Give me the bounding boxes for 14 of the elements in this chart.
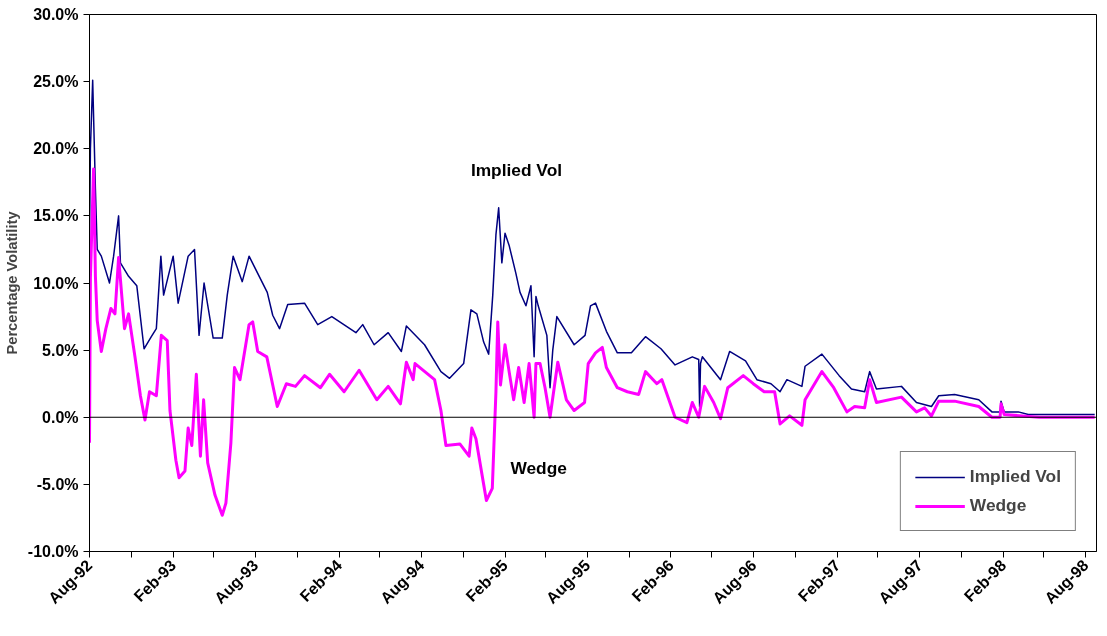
y-tick-label: 10.0% bbox=[33, 274, 79, 292]
y-tick-label: 15.0% bbox=[33, 207, 79, 225]
y-tick-label: -10.0% bbox=[27, 543, 79, 560]
y-tick-label: 0.0% bbox=[42, 408, 79, 426]
y-tick-label: 25.0% bbox=[33, 73, 79, 91]
legend-label: Implied Vol bbox=[969, 466, 1061, 487]
y-tick-label: -5.0% bbox=[36, 475, 79, 493]
legend-label: Wedge bbox=[969, 495, 1027, 516]
y-axis-title: Percentage Volatility bbox=[3, 210, 20, 355]
y-tick-label: 5.0% bbox=[42, 341, 79, 359]
y-tick-label: 30.0% bbox=[33, 6, 79, 23]
y-tick-label: 20.0% bbox=[33, 140, 79, 158]
annotation: Implied Vol bbox=[470, 160, 563, 181]
annotation: Wedge bbox=[510, 458, 568, 479]
